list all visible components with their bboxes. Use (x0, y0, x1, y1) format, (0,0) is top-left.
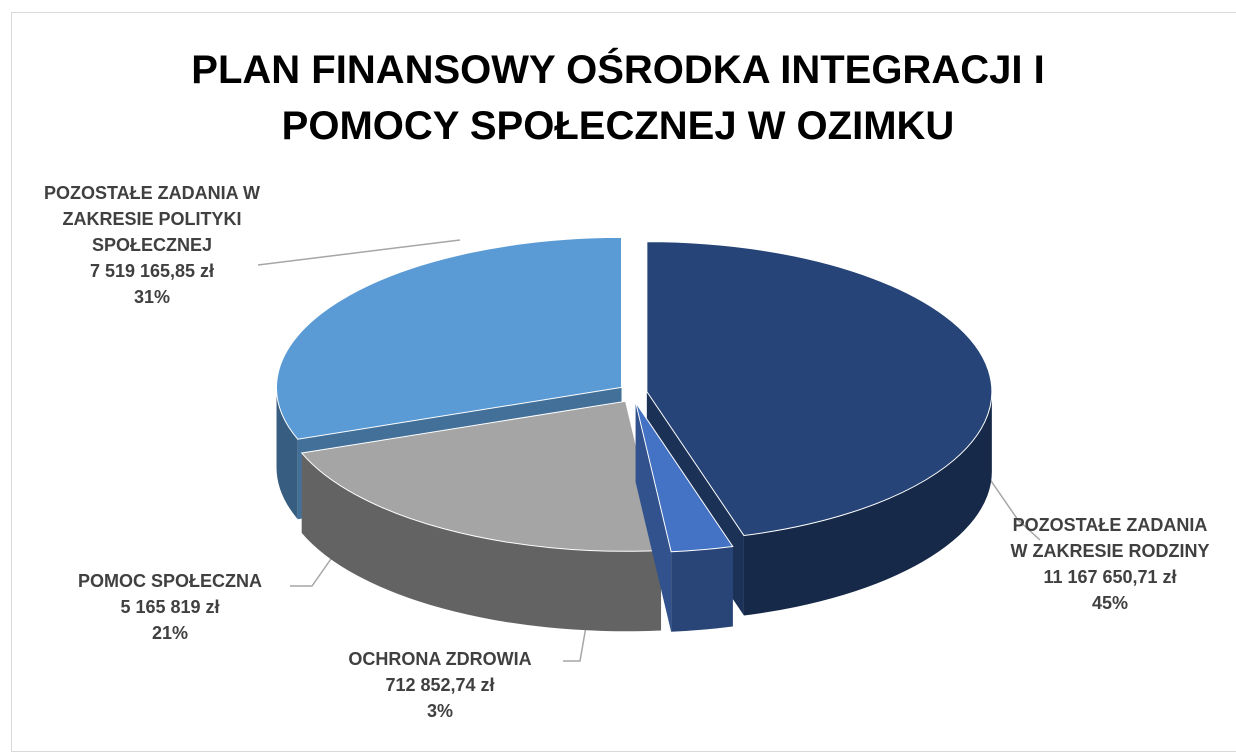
pie-area (257, 236, 1041, 662)
leader-line (257, 239, 461, 266)
slice-top (635, 402, 734, 553)
label-percent: 3% (426, 701, 453, 721)
slice-side (301, 453, 662, 632)
chart-title: PLAN FINANSOWY OŚRODKA INTEGRACJI I POMO… (191, 48, 1045, 148)
label-category: OCHRONA ZDROWIA (348, 649, 532, 669)
label-percent: 21% (151, 623, 189, 643)
label-category: POZOSTAŁE ZADANIA W ZAKRESIE RODZINY (1010, 515, 1210, 561)
label-category: POZOSTAŁE ZADANIA W ZAKRESIE POLITYKI SP… (44, 183, 260, 255)
label-percent: 45% (1091, 593, 1129, 613)
slice-side (671, 546, 733, 632)
label-value: 11 167 650,71 zł (1043, 567, 1177, 587)
label-value: 712 852,74 zł (385, 675, 495, 695)
slice-top (300, 400, 662, 552)
label-value: 7 519 165,85 zł (89, 261, 215, 281)
data-label: POZOSTAŁE ZADANIA W ZAKRESIE RODZINY 11 … (1010, 512, 1210, 616)
slice-cut-face (635, 402, 672, 632)
slice-side (276, 387, 298, 520)
leader-line (563, 614, 589, 662)
data-label: POMOC SPOŁECZNA 5 165 819 zł 21% (40, 568, 300, 646)
leader-line (290, 545, 341, 587)
slice-top (646, 241, 993, 537)
chart: PLAN FINANSOWY OŚRODKA INTEGRACJI I POMO… (11, 12, 1236, 752)
label-category: POMOC SPOŁECZNA (77, 571, 262, 591)
label-percent: 31% (133, 287, 171, 307)
slice-top (276, 236, 623, 440)
data-label: OCHRONA ZDROWIA 712 852,74 zł 3% (310, 646, 570, 724)
leader-line (977, 461, 1041, 541)
data-label: POZOSTAŁE ZADANIA W ZAKRESIE POLITYKI SP… (42, 180, 262, 310)
slice-side (743, 391, 992, 616)
label-value: 5 165 819 zł (120, 597, 220, 617)
